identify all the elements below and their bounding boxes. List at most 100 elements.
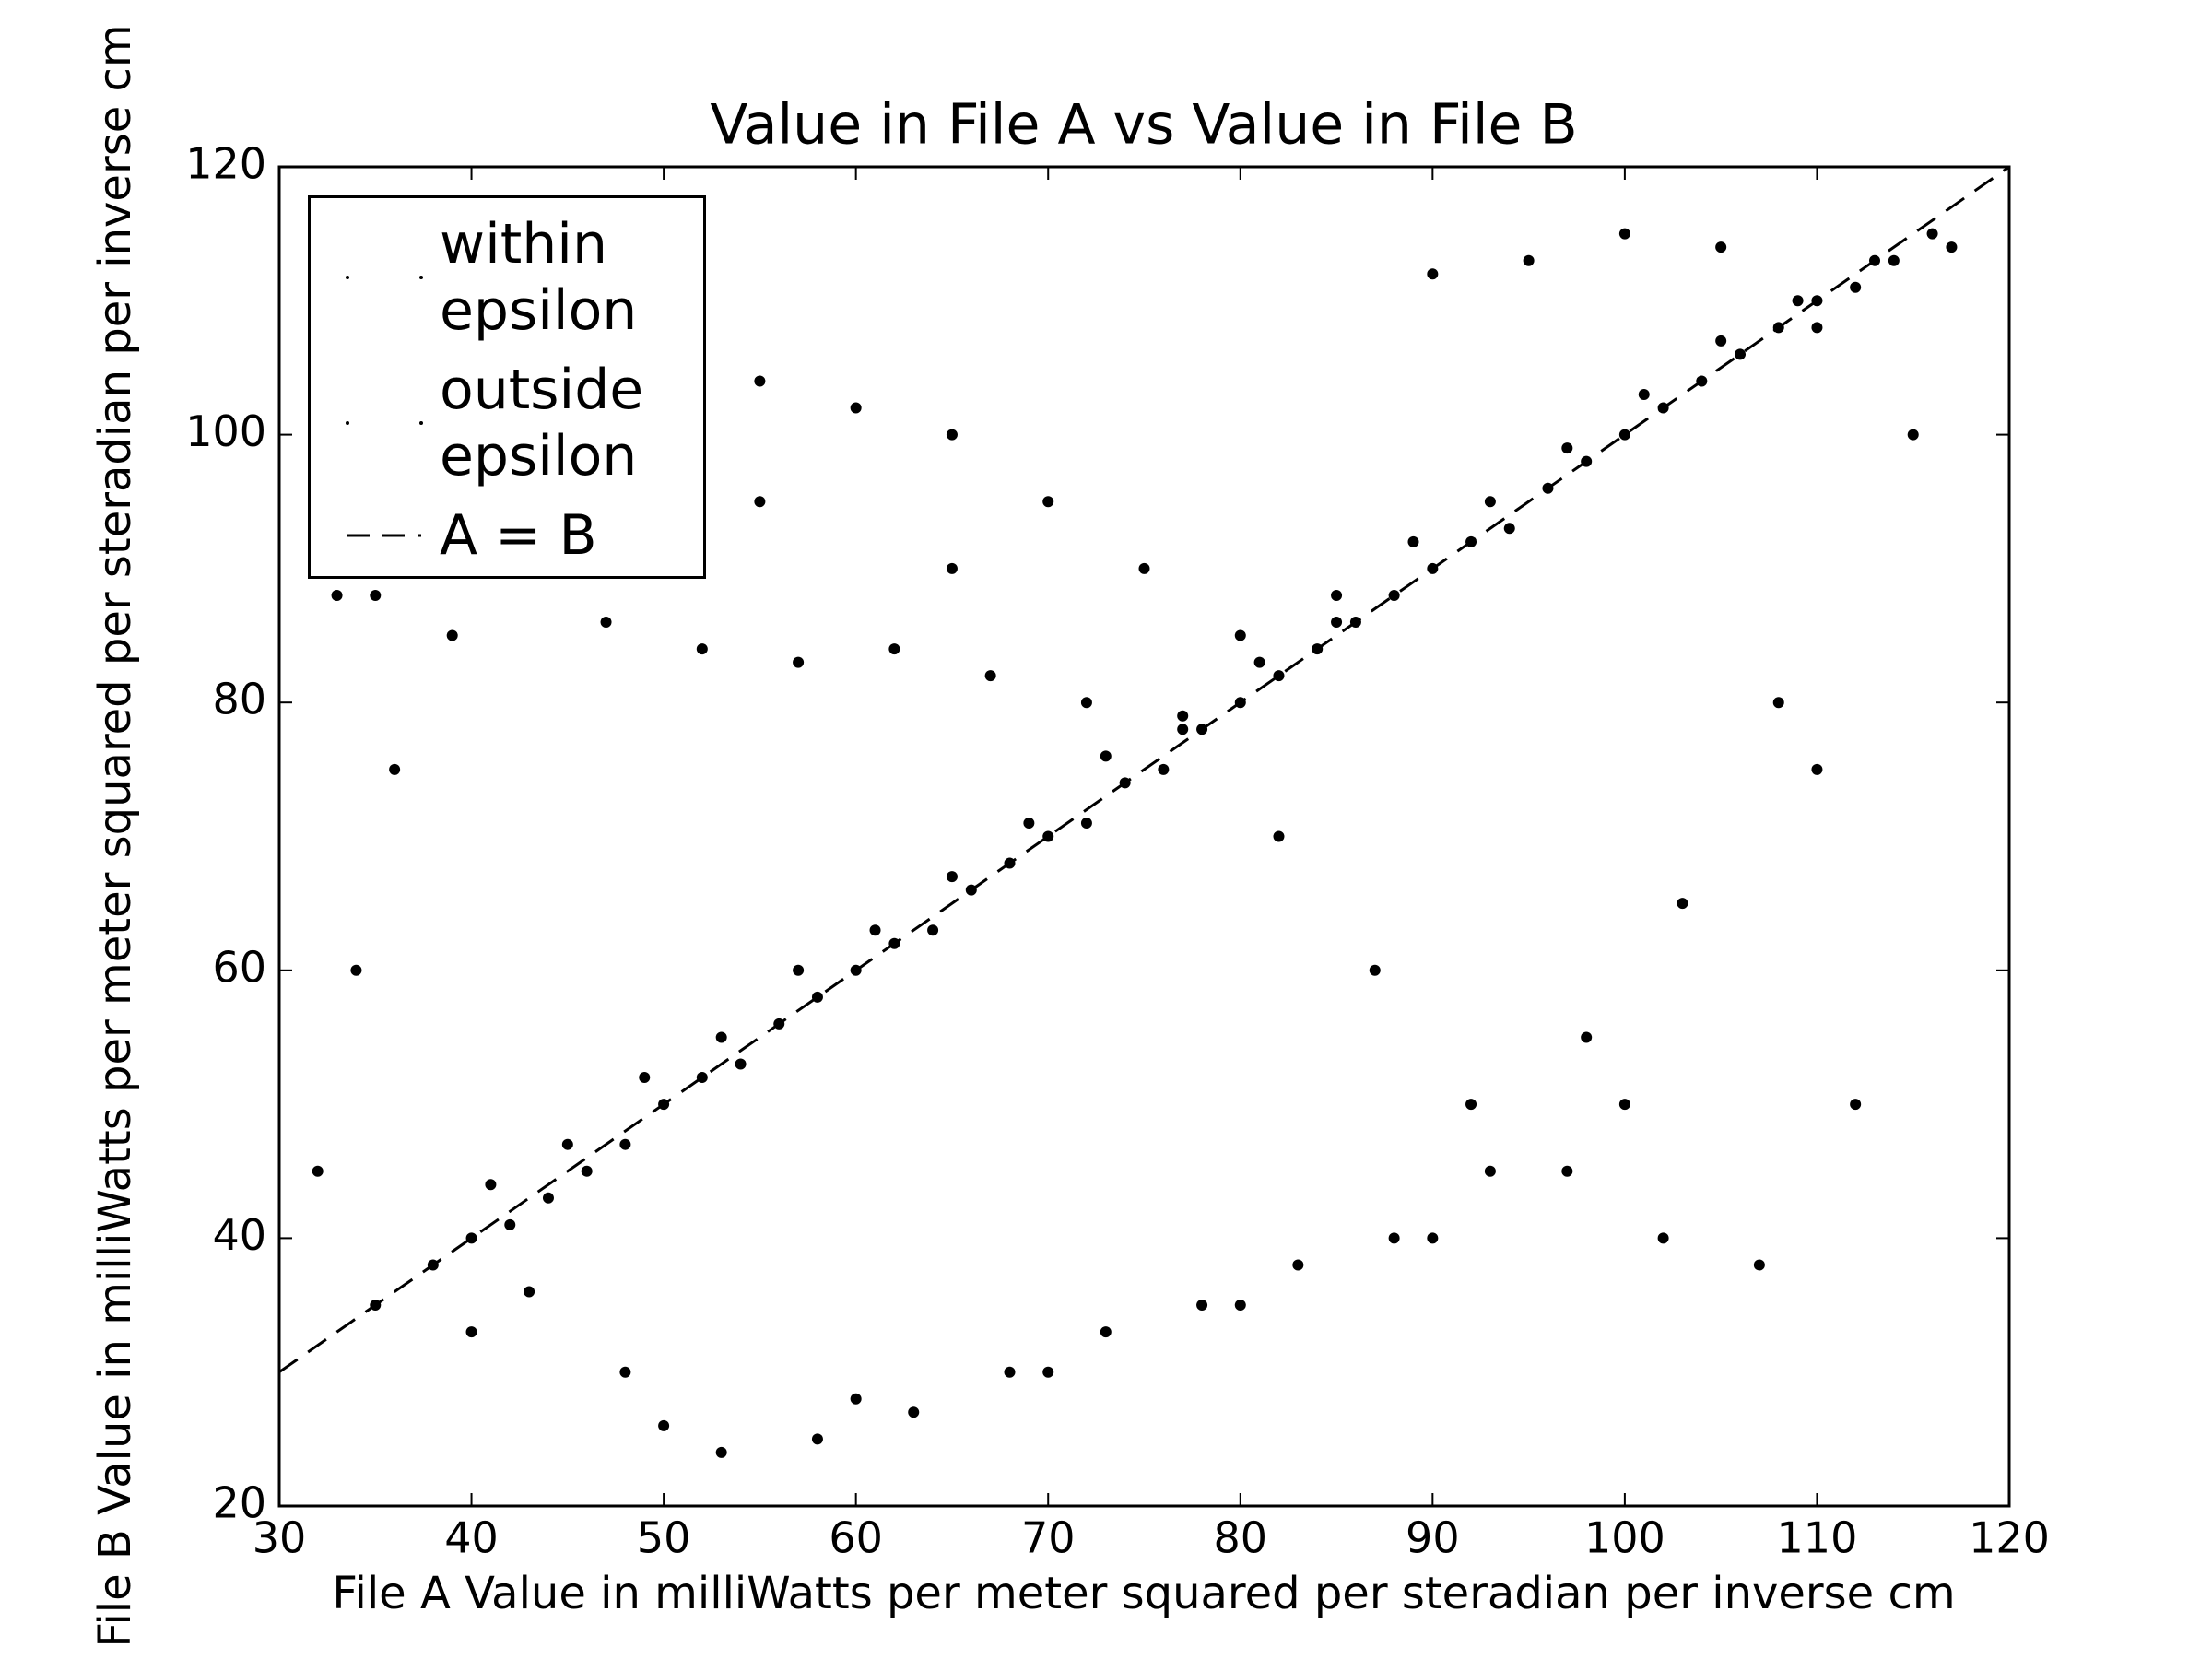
x-tick-label: 50 [637, 1513, 691, 1563]
scatter-point [1177, 724, 1189, 735]
scatter-point [561, 1138, 573, 1150]
legend-label: A = B [440, 503, 597, 568]
legend-label: outside epsilon [440, 358, 644, 488]
scatter-point [1023, 817, 1035, 829]
scatter-point [504, 1218, 516, 1230]
scatter-point [1331, 589, 1343, 601]
scatter-point [1042, 830, 1054, 842]
scatter-point [581, 1165, 593, 1177]
scatter-point [619, 1138, 631, 1150]
x-tick-label: 30 [253, 1513, 307, 1563]
scatter-point [1158, 763, 1170, 775]
scatter-point [1735, 348, 1747, 360]
scatter-point [1427, 268, 1439, 280]
scatter-point [715, 1031, 727, 1043]
scatter-point [927, 924, 939, 936]
y-tick-label: 120 [185, 139, 266, 189]
scatter-point [908, 1406, 920, 1418]
y-axis-label: File B Value in milliWatts per meter squ… [89, 24, 141, 1647]
scatter-point [1196, 1300, 1208, 1312]
scatter-point [524, 1286, 535, 1298]
scatter-point [1715, 335, 1727, 347]
y-tick-label: 80 [212, 675, 266, 724]
scatter-point [1177, 710, 1189, 722]
scatter-point [1080, 817, 1092, 829]
scatter-point [1484, 1165, 1496, 1177]
scatter-point [1253, 656, 1265, 668]
scatter-point [1234, 1300, 1246, 1312]
legend-marker [419, 276, 423, 279]
scatter-point [370, 589, 382, 601]
legend-label: within epsilon [440, 212, 638, 343]
scatter-point [1561, 442, 1573, 454]
scatter-point [1138, 562, 1150, 574]
scatter-point [1715, 241, 1727, 253]
scatter-point [793, 656, 805, 668]
x-tick-label: 70 [1021, 1513, 1076, 1563]
scatter-point [1042, 1366, 1054, 1378]
scatter-point [1581, 1031, 1593, 1043]
legend-marker [346, 276, 349, 279]
legend-entry: within epsilon [311, 211, 703, 344]
legend: within epsilon outside epsilon A = B [308, 195, 706, 579]
scatter-point [1772, 697, 1784, 709]
scatter-point [1465, 1099, 1477, 1111]
scatter-point [600, 617, 612, 629]
legend-key [346, 421, 423, 425]
scatter-point [658, 1419, 670, 1431]
scatter-point [1657, 1232, 1669, 1244]
plot-frame [277, 165, 2011, 1508]
scatter-point [1946, 241, 1958, 253]
scatter-point [811, 1433, 823, 1445]
x-tick-label: 80 [1214, 1513, 1268, 1563]
scatter-point [639, 1072, 651, 1084]
scatter-point [1234, 629, 1246, 641]
chart-title: Value in File A vs Value in File B [710, 93, 1577, 158]
x-tick-label: 90 [1406, 1513, 1460, 1563]
scatter-point [1677, 898, 1688, 910]
scatter-point [1407, 535, 1419, 547]
x-axis-label: File A Value in milliWatts per meter squ… [332, 1568, 1955, 1619]
scatter-point [1100, 1326, 1112, 1338]
scatter-point [446, 629, 458, 641]
legend-key [346, 276, 423, 279]
scatter-point [1273, 830, 1285, 842]
scatter-point [1888, 254, 1900, 266]
scatter-point [619, 1366, 631, 1378]
scatter-point [869, 924, 881, 936]
x-tick-label: 60 [829, 1513, 883, 1563]
x-tick-label: 40 [444, 1513, 499, 1563]
scatter-point [312, 1165, 324, 1177]
scatter-point [850, 1393, 862, 1405]
scatter-point [946, 562, 958, 574]
x-tick-label: 120 [1969, 1513, 2050, 1563]
scatter-point [1907, 429, 1919, 441]
y-tick-label: 60 [212, 942, 266, 992]
scatter-point [1618, 228, 1630, 240]
scatter-point [946, 871, 958, 883]
x-tick-label: 110 [1777, 1513, 1858, 1563]
legend-entry: A = B [311, 502, 703, 569]
scatter-point [1388, 589, 1400, 601]
y-tick-label: 20 [212, 1478, 266, 1528]
legend-key [347, 534, 421, 537]
scatter-point [1561, 1165, 1573, 1177]
scatter-point [1427, 1232, 1439, 1244]
scatter-point [793, 964, 805, 976]
scatter-point [888, 643, 900, 655]
scatter-point [984, 670, 996, 682]
scatter-point [754, 375, 766, 387]
scatter-point [1080, 697, 1092, 709]
scatter-point [1850, 1099, 1862, 1111]
scatter-point [1618, 1099, 1630, 1111]
legend-marker [419, 421, 423, 425]
scatter-point [1850, 281, 1862, 293]
reference-line [279, 167, 2009, 1373]
scatter-point [850, 402, 862, 414]
scatter-point [485, 1179, 497, 1191]
x-tick-label: 100 [1584, 1513, 1665, 1563]
scatter-point [331, 589, 343, 601]
scatter-point [1638, 389, 1650, 401]
